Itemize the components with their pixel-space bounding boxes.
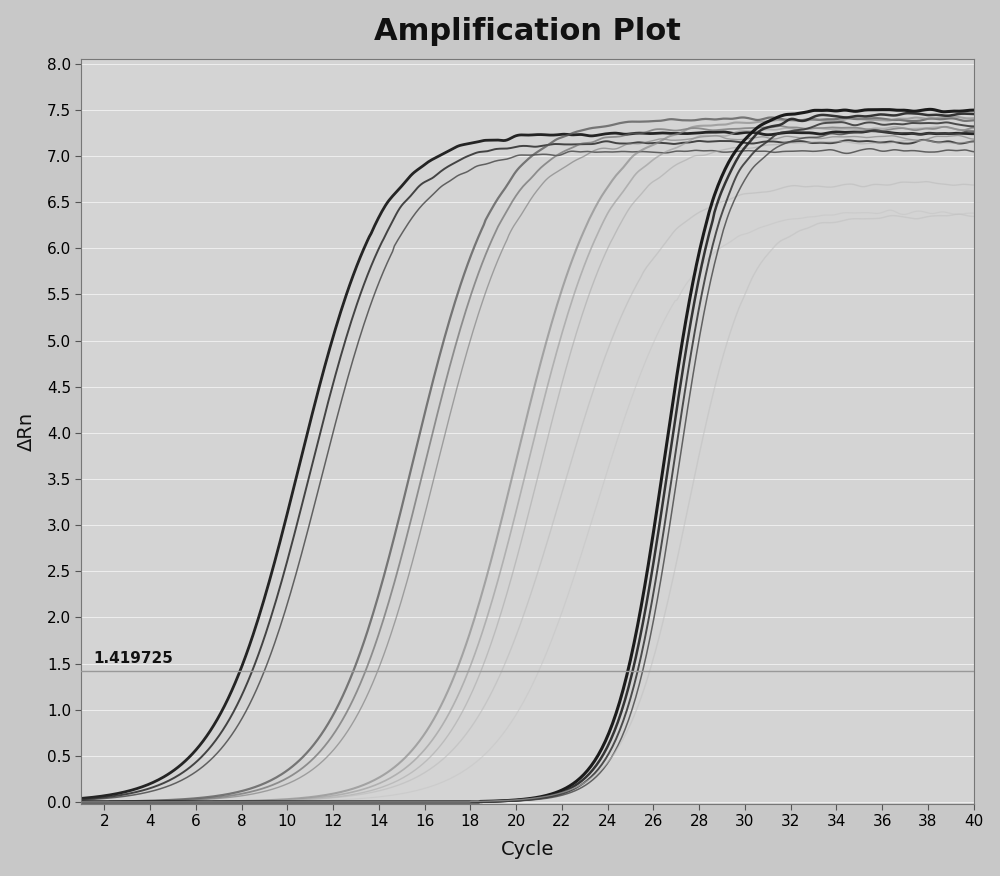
Title: Amplification Plot: Amplification Plot [374, 17, 681, 46]
X-axis label: Cycle: Cycle [501, 840, 554, 859]
Y-axis label: ΔRn: ΔRn [17, 412, 36, 451]
Text: 1.419725: 1.419725 [93, 652, 173, 667]
